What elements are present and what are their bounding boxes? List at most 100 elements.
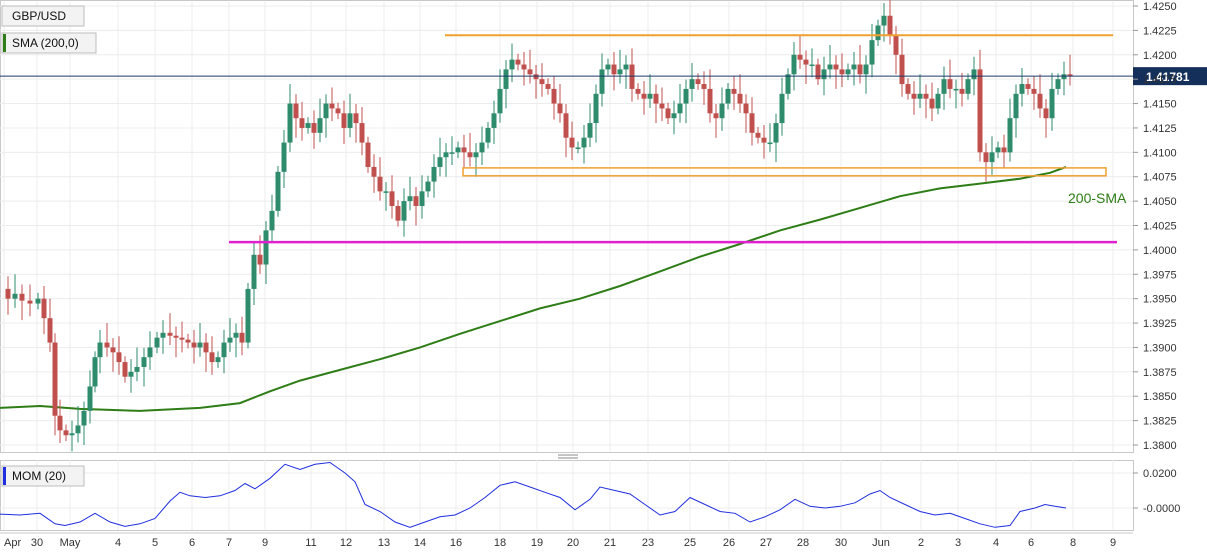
candle-up — [917, 93, 923, 99]
candle-up — [141, 357, 147, 367]
candle-down — [569, 137, 575, 148]
candle-up — [875, 25, 881, 41]
candle-down — [887, 15, 893, 36]
candle-up — [509, 59, 515, 70]
candle-down — [41, 298, 47, 319]
candle-up — [347, 113, 353, 128]
candle-up — [1007, 118, 1013, 153]
y-tick-label: 1.3950 — [1143, 294, 1177, 306]
candle-down — [755, 132, 761, 138]
x-tick-label: 18 — [494, 537, 506, 549]
candle-down — [299, 118, 305, 128]
candle-up — [827, 64, 833, 70]
candle-down — [377, 176, 383, 192]
candle-down — [911, 93, 917, 99]
candle-up — [154, 337, 160, 348]
momentum-panel-frame — [0, 460, 1134, 531]
candle-up — [407, 196, 413, 202]
x-tick-label: 2 — [918, 537, 924, 549]
candle-up — [479, 142, 485, 153]
candle-up — [75, 425, 81, 434]
candle-down — [1001, 147, 1007, 153]
candle-up — [69, 433, 75, 436]
candle-up — [773, 123, 779, 143]
candle-down — [395, 205, 401, 221]
y-tick-label: 1.4075 — [1143, 172, 1177, 184]
candle-down — [803, 59, 809, 65]
candle-down — [551, 88, 557, 104]
candle-down — [167, 332, 173, 336]
candle-up — [485, 127, 491, 143]
candle-down — [359, 123, 365, 143]
momentum-line — [0, 461, 1067, 528]
candle-up — [449, 152, 455, 154]
candle-down — [899, 54, 905, 85]
indicator-label: SMA (200,0) — [12, 36, 79, 50]
x-tick-label: 4 — [993, 537, 999, 549]
candle-down — [731, 88, 737, 94]
candle-up — [941, 79, 947, 94]
y-tick-label: 1.3800 — [1143, 440, 1177, 452]
levels: 1.41781 — [0, 34, 1207, 244]
x-tick-label: 14 — [414, 537, 426, 549]
candle-up — [275, 171, 281, 211]
candle-up — [593, 93, 599, 124]
y-tick-label: 1.4050 — [1143, 196, 1177, 208]
candle-down — [104, 342, 110, 348]
x-tick-label: 9 — [262, 537, 268, 549]
sma-annotation: 200-SMA — [1068, 190, 1127, 206]
candle-up — [785, 74, 791, 94]
candle-up — [281, 142, 287, 172]
candle-up — [821, 69, 827, 80]
candle-up — [647, 93, 653, 99]
x-tick-label: 9 — [1110, 537, 1116, 549]
candle-up — [1013, 93, 1019, 119]
candle-down — [467, 152, 473, 158]
candle-up — [287, 103, 293, 143]
candle-up — [599, 69, 605, 94]
x-tick-label: 3 — [955, 537, 961, 549]
candle-down — [797, 54, 803, 60]
candle-up — [851, 64, 857, 70]
candle-up — [725, 88, 731, 104]
x-tick-label: 23 — [642, 537, 654, 549]
candle-down — [539, 79, 545, 85]
candle-up — [221, 342, 227, 358]
candle-down — [52, 342, 58, 416]
candle-up — [197, 342, 203, 348]
y-tick-label: 1.4175 — [1143, 74, 1177, 86]
candle-up — [863, 64, 869, 75]
sma-line — [0, 166, 1067, 412]
candle-down — [341, 113, 347, 128]
x-tick-label: 6 — [1028, 537, 1034, 549]
x-tick-label: Apr — [4, 537, 21, 549]
candle-down — [893, 35, 899, 55]
candle-down — [413, 196, 419, 206]
candle-down — [929, 98, 935, 109]
candle-up — [491, 113, 497, 128]
candle-down — [389, 191, 395, 206]
x-tick-label: 13 — [378, 537, 390, 549]
candle-down — [185, 339, 191, 343]
candle-down — [701, 84, 707, 89]
candle-up — [1049, 88, 1055, 119]
candle-down — [695, 79, 701, 85]
candle-down — [1031, 88, 1037, 94]
candle-up — [92, 357, 98, 387]
candle-down — [713, 113, 719, 119]
y-tick-label: 1.3875 — [1143, 367, 1177, 379]
candle-up — [689, 79, 695, 89]
candle-up — [269, 210, 275, 231]
x-tick-label: 28 — [797, 537, 809, 549]
candle-down — [179, 337, 185, 340]
candle-down — [563, 113, 569, 138]
candle-up — [587, 123, 593, 138]
candle-up — [245, 288, 251, 343]
candle-down — [27, 300, 33, 304]
candle-down — [761, 137, 767, 143]
candle-up — [1055, 79, 1061, 89]
x-tick-label: 11 — [305, 537, 316, 549]
candle-down — [209, 352, 215, 363]
